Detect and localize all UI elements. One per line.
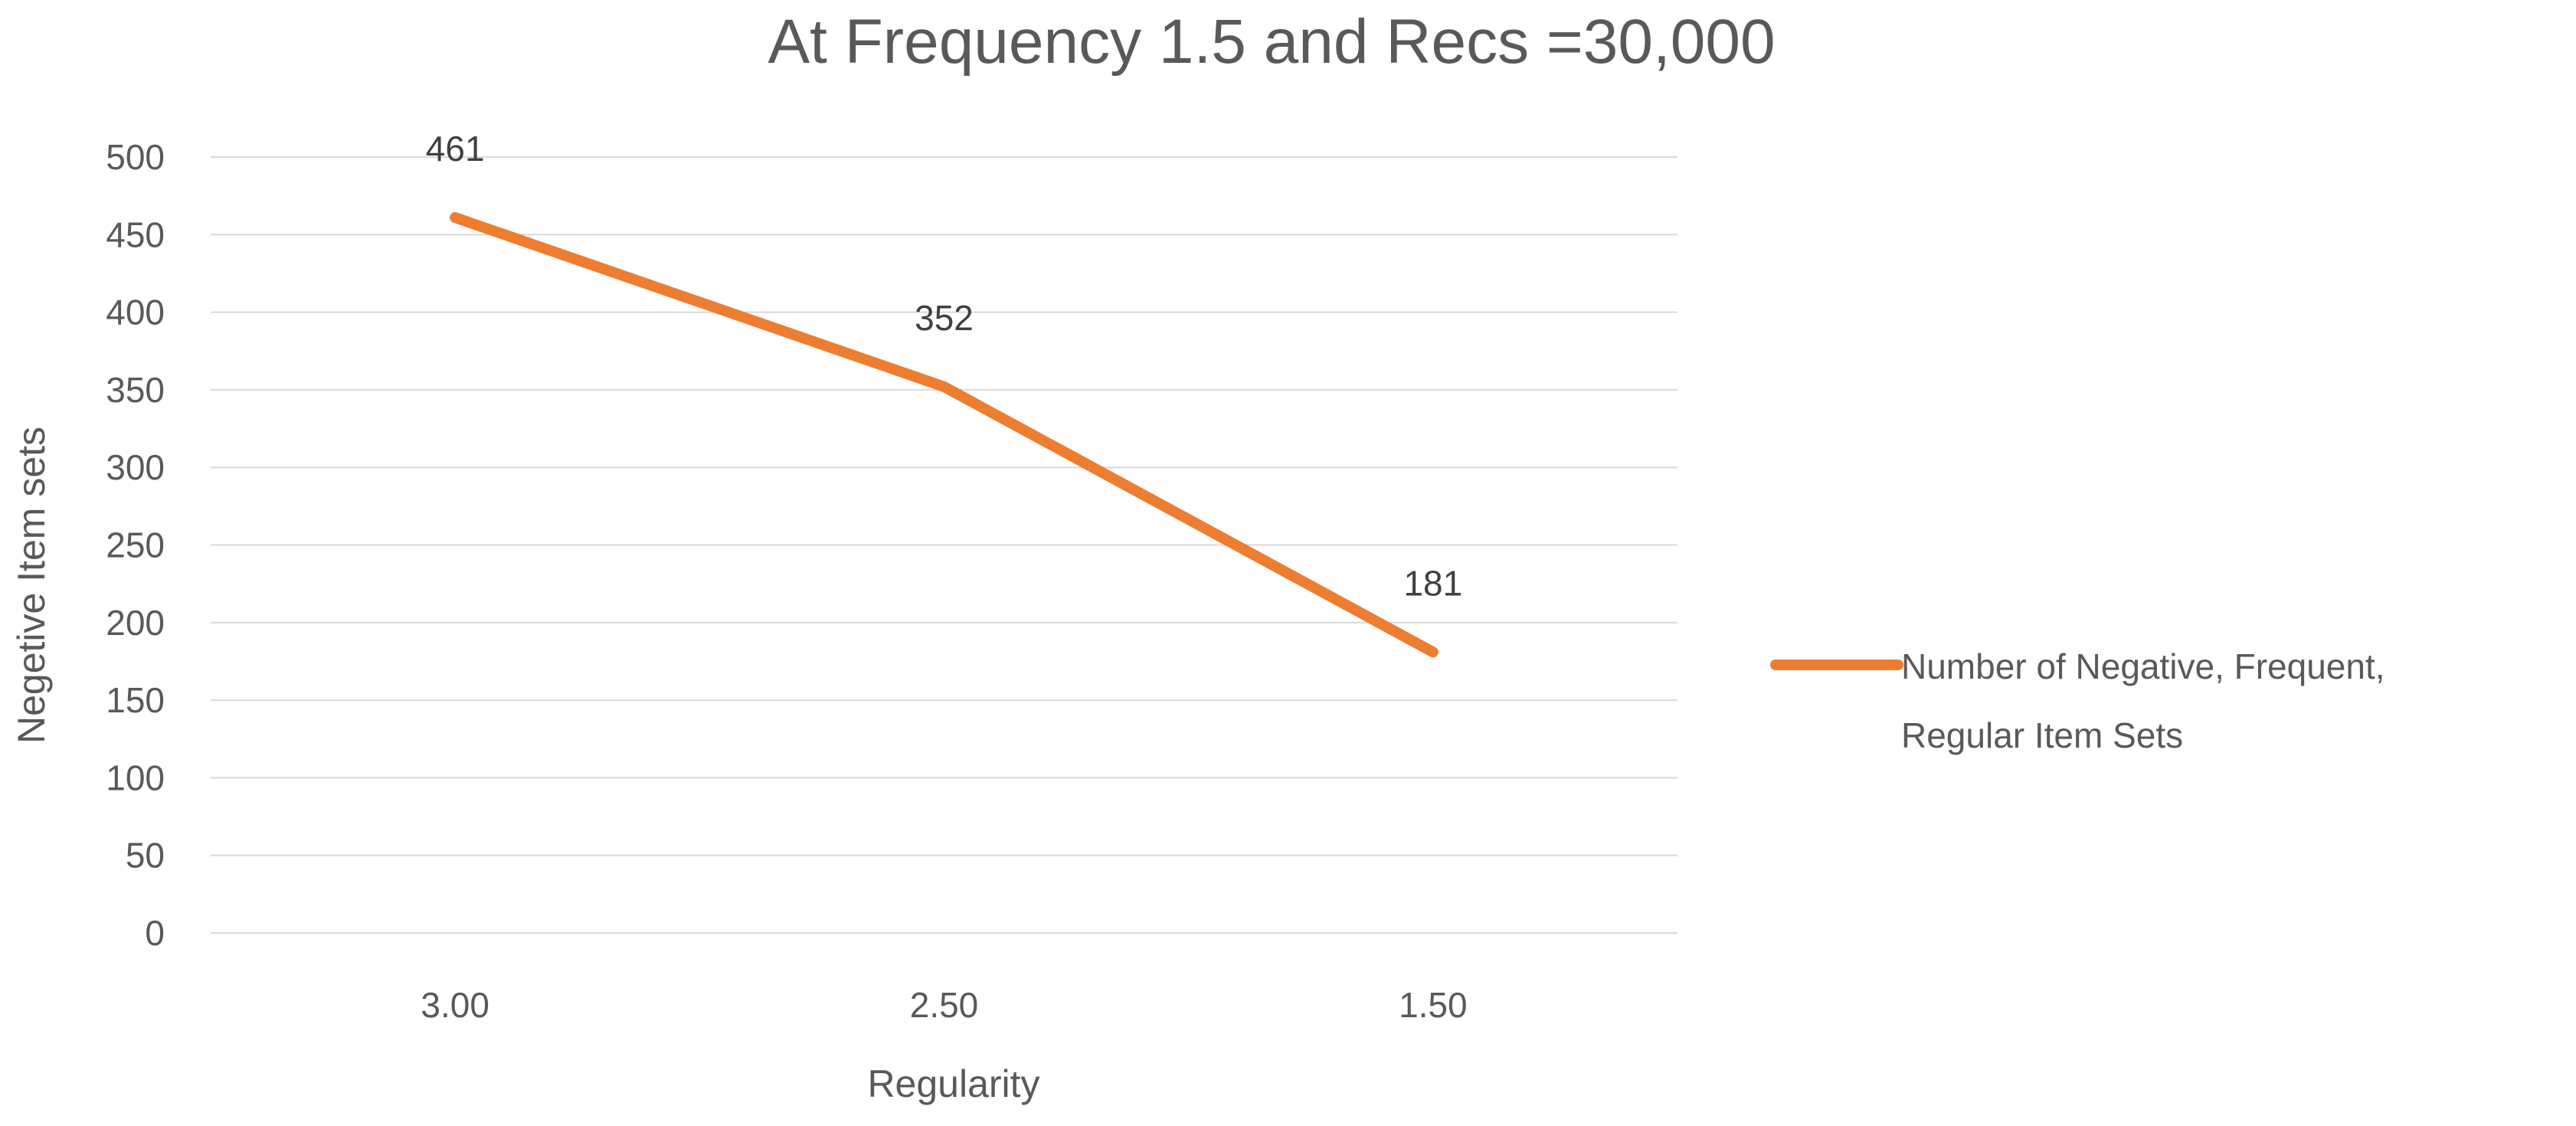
y-tick-label: 250 bbox=[106, 525, 165, 565]
legend-label-line-2: Regular Item Sets bbox=[1901, 715, 2183, 755]
y-tick-label: 450 bbox=[106, 214, 165, 254]
y-tick-label: 400 bbox=[106, 293, 165, 332]
x-tick-label: 3.00 bbox=[421, 985, 489, 1025]
data-point bbox=[1432, 651, 1434, 653]
y-tick-label: 500 bbox=[106, 137, 165, 177]
legend-label-line-1: Number of Negative, Frequent, bbox=[1901, 646, 2385, 686]
gridlines bbox=[211, 156, 1678, 934]
series-line bbox=[450, 212, 1439, 658]
chart-title: At Frequency 1.5 and Recs =30,000 bbox=[768, 7, 1775, 77]
data-label: 461 bbox=[426, 129, 485, 169]
legend: Number of Negative, Frequent, Regular It… bbox=[1770, 646, 2385, 755]
y-tick-label: 150 bbox=[106, 680, 165, 720]
y-axis-title: Negetive Item sets bbox=[10, 427, 53, 744]
y-tick-label: 0 bbox=[145, 913, 165, 953]
data-point bbox=[454, 217, 457, 219]
data-label: 352 bbox=[915, 298, 974, 338]
y-axis-ticks: 0 50 100 150 200 250 300 350 400 450 500 bbox=[106, 137, 165, 953]
y-tick-label: 100 bbox=[106, 758, 165, 797]
x-axis-ticks: 3.00 2.50 1.50 bbox=[421, 985, 1467, 1025]
series-layer bbox=[450, 212, 1439, 658]
y-tick-label: 200 bbox=[106, 603, 165, 643]
data-point bbox=[943, 385, 945, 388]
y-tick-label: 350 bbox=[106, 370, 165, 410]
x-tick-label: 1.50 bbox=[1399, 985, 1468, 1025]
y-tick-label: 300 bbox=[106, 447, 165, 487]
data-labels: 461 352 181 bbox=[426, 129, 1462, 603]
data-label: 181 bbox=[1403, 563, 1462, 603]
x-axis-title: Regularity bbox=[867, 1062, 1039, 1105]
y-tick-label: 50 bbox=[126, 836, 165, 876]
x-tick-label: 2.50 bbox=[910, 985, 979, 1025]
